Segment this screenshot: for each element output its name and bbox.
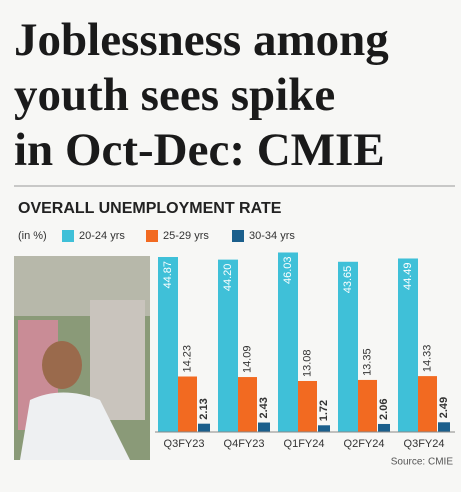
x-tick-label: Q2FY24 <box>344 438 385 450</box>
value-label: 2.13 <box>198 398 210 419</box>
legend-label: 30-34 yrs <box>249 230 295 242</box>
source: Source: CMIE <box>391 457 454 468</box>
x-tick-label: Q4FY23 <box>224 438 265 450</box>
bar <box>178 376 197 432</box>
legend-swatch <box>146 230 158 242</box>
value-label: 13.35 <box>361 348 373 376</box>
x-tick-label: Q3FY23 <box>164 438 205 450</box>
bar <box>158 257 178 432</box>
chart-title: OVERALL UNEMPLOYMENT RATE <box>18 200 282 217</box>
bar <box>318 425 330 432</box>
legend-swatch <box>62 230 74 242</box>
photo-face <box>42 341 82 389</box>
value-label: 14.23 <box>181 345 193 373</box>
bar <box>418 376 437 432</box>
value-label: 14.33 <box>421 345 433 373</box>
value-label: 44.49 <box>402 262 414 290</box>
value-label: 44.87 <box>162 261 174 289</box>
value-label: 14.09 <box>241 346 253 374</box>
x-tick-label: Q3FY24 <box>404 438 445 450</box>
photo-shirt <box>20 392 130 460</box>
legend-label: 25-29 yrs <box>163 230 209 242</box>
bar <box>218 259 238 432</box>
photo <box>14 256 150 460</box>
bar <box>198 423 210 432</box>
headline-line: youth sees spike <box>14 69 335 121</box>
bar <box>278 252 298 432</box>
unit-note: (in %) <box>18 230 47 242</box>
value-label: 2.43 <box>258 397 270 418</box>
bar <box>358 379 377 432</box>
headline-line: in Oct-Dec: CMIE <box>14 124 385 176</box>
bar <box>378 423 390 432</box>
headline-line: Joblessness among <box>14 14 389 66</box>
bar <box>238 377 257 432</box>
value-label: 44.20 <box>222 264 234 292</box>
legend-label: 20-24 yrs <box>79 230 125 242</box>
value-label: 46.03 <box>282 256 294 284</box>
bar <box>438 422 450 432</box>
x-tick-label: Q1FY24 <box>284 438 325 450</box>
legend-swatch <box>232 230 244 242</box>
value-label: 13.08 <box>301 349 313 377</box>
bar <box>298 380 317 432</box>
bar <box>398 258 418 432</box>
value-label: 2.06 <box>378 399 390 420</box>
value-label: 43.65 <box>342 266 354 294</box>
value-label: 1.72 <box>318 400 330 421</box>
bar <box>258 422 270 432</box>
bar <box>338 261 358 432</box>
value-label: 2.49 <box>438 397 450 418</box>
